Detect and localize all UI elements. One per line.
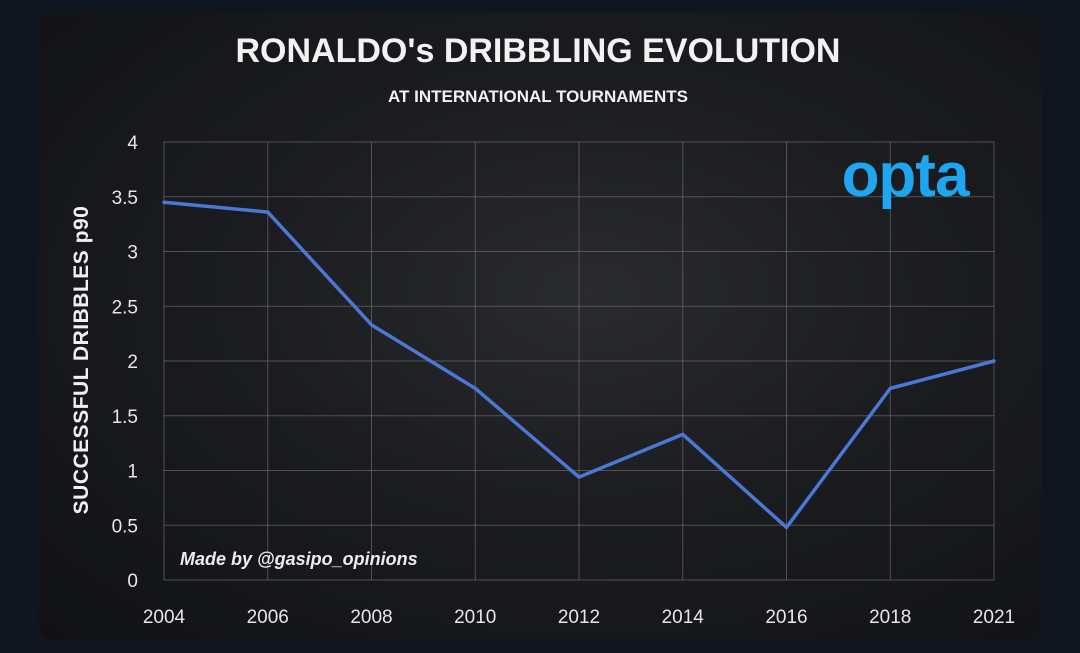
chart-title: RONALDO's DRIBBLING EVOLUTION (236, 32, 841, 70)
chart-card (38, 12, 1042, 640)
data-point (370, 323, 373, 327)
y-tick-label: 2 (127, 352, 138, 373)
y-tick-label: 1.5 (112, 407, 138, 428)
data-point (888, 386, 892, 390)
y-axis-label: SUCCESSFUL DRIBBLES p90 (70, 206, 93, 515)
x-tick-label: 2014 (662, 607, 705, 628)
x-tick-label: 2008 (350, 607, 392, 628)
y-tick-label: 3.5 (112, 188, 138, 209)
series-line-layer (162, 200, 996, 530)
y-tick-label: 1 (127, 462, 138, 483)
data-point (577, 475, 581, 479)
x-tick-label: 2004 (143, 607, 186, 628)
x-tick-label: 2016 (765, 607, 807, 628)
y-tick-labels: 0 0.5 1 1.5 2 2.5 3 3.5 4 (112, 133, 139, 592)
y-tick-label: 0.5 (112, 516, 138, 537)
x-tick-labels: 2004 2006 2008 2010 2012 2014 2016 2018 2021 (143, 607, 1015, 628)
x-tick-label: 2012 (558, 607, 600, 628)
x-tick-label: 2021 (973, 607, 1015, 628)
y-tick-label: 4 (127, 133, 138, 154)
data-point (266, 210, 270, 214)
chart-subtitle: AT INTERNATIONAL TOURNAMENTS (388, 87, 688, 106)
credit-text: Made by @gasipo_opinions (180, 549, 418, 569)
x-tick-label: 2010 (454, 607, 496, 628)
opta-logo: opta (842, 141, 970, 210)
data-point (473, 386, 477, 390)
y-tick-label: 3 (127, 243, 138, 264)
x-tick-label: 2018 (869, 607, 911, 628)
data-point (681, 432, 685, 436)
data-point (992, 359, 996, 363)
grid (163, 141, 995, 581)
y-tick-label: 2.5 (112, 297, 138, 318)
data-point (785, 525, 788, 529)
data-point (162, 200, 166, 204)
x-tick-label: 2006 (247, 607, 289, 628)
y-tick-label: 0 (127, 571, 138, 592)
